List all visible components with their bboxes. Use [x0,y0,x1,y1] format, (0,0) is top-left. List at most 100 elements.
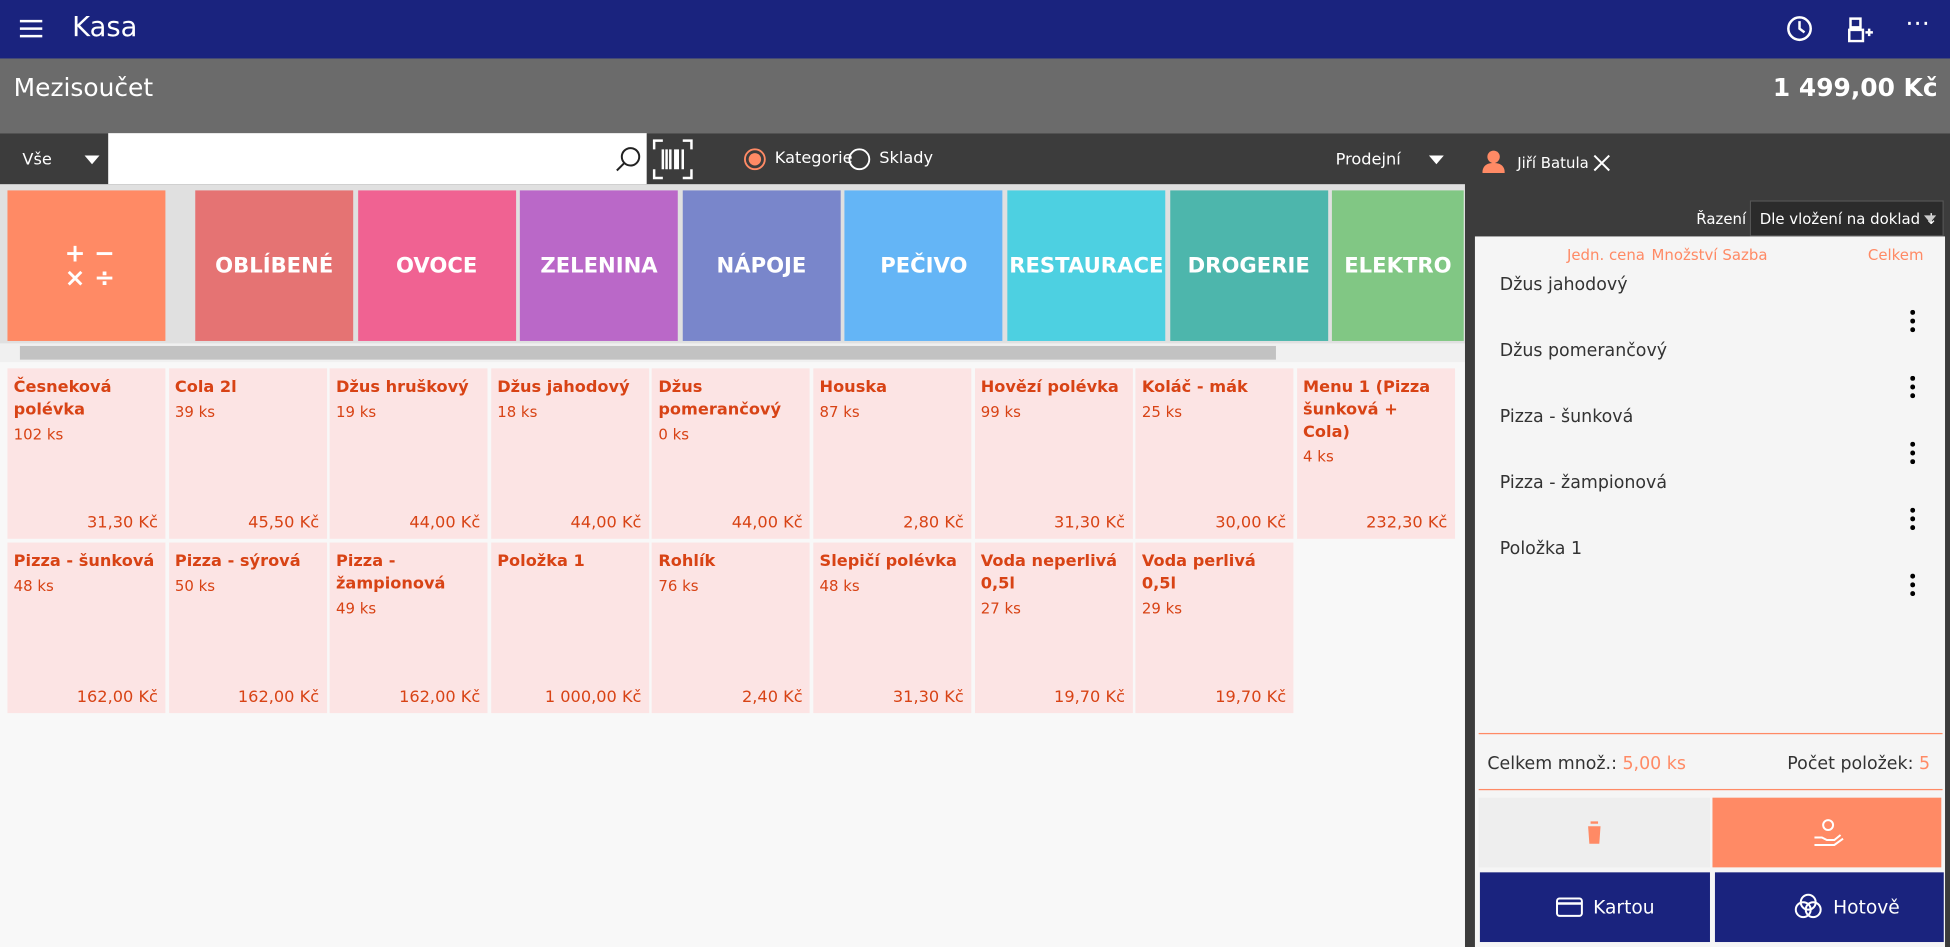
product-stock: 4 ks [1303,447,1334,466]
product-tile[interactable]: Česneková polévka 102 ks 31,30 Kč [7,368,166,539]
category-tile[interactable]: DROGERIE [1169,190,1328,341]
search-input[interactable] [108,133,647,185]
product-price: 44,00 Kč [409,513,481,533]
remove-customer[interactable] [1593,154,1610,172]
product-tile[interactable]: Menu 1 (Pizza šunková + Cola) 4 ks 232,30 … [1296,368,1455,539]
product-price: 162,00 Kč [399,688,481,707]
category-tile[interactable]: PEČIVO [844,190,1003,341]
category-tile[interactable]: RESTAURACE [1007,190,1166,341]
subtotal-bar: Mezisoučet 1 499,00 Kč [0,58,1950,134]
item-menu[interactable] [1910,441,1916,465]
product-tile[interactable]: Položka 1 1 000,00 Kč [490,542,649,714]
product-tile[interactable]: Hovězí polévka 99 ks 31,30 Kč [974,368,1133,539]
category-tile[interactable]: ELEKTRO [1332,190,1464,341]
barcode-button[interactable] [652,138,694,180]
product-stock: 48 ks [13,577,54,595]
radio-selected[interactable] [743,148,766,171]
more-button[interactable]: ⋯ [1905,7,1931,38]
product-stock: 50 ks [174,577,216,595]
product-tile[interactable]: Houska 87 ks 2,80 Kč [813,368,972,539]
card-label: Kartou [1593,895,1655,919]
product-info: Voda perlivá 0,5l 29 ks [1142,551,1289,619]
item-name: Položka 1 [1499,538,1583,559]
product-name: Pizza - žampionová [336,552,446,594]
product-price: 2,40 Kč [741,688,803,707]
cashier-button[interactable] [1846,15,1876,45]
menu-button[interactable] [19,17,44,39]
calculator-tile[interactable]: + − × ÷ [7,190,166,341]
cash-label: Hotově [1833,895,1900,919]
product-stock: 29 ks [1141,599,1183,618]
product-name: Džus pomerančový [658,378,782,420]
product-name: Džus jahodový [497,378,630,397]
category-tile[interactable]: OBLÍBENÉ [195,190,354,341]
product-name: Džus hruškový [336,378,469,397]
item-menu[interactable] [1910,507,1916,531]
product-stock: 49 ks [336,599,377,618]
filter-dropdown[interactable]: Vše [22,150,52,170]
summary-qty-label: Celkem množ.: [1487,754,1617,775]
product-stock: 48 ks [819,577,860,595]
product-tile[interactable]: Pizza - žampionová 49 ks 162,00 Kč [329,542,488,714]
product-price: 1 000,00 Kč [544,688,642,707]
radio[interactable] [848,148,871,171]
card-button[interactable]: Kartou [1479,872,1710,943]
product-stock: 99 ks [980,403,1021,421]
product-tile[interactable]: Džus pomerančový 0 ks 44,00 Kč [652,368,811,539]
category-tile[interactable]: NÁPOJE [682,190,841,341]
product-info: Hovězí polévka 99 ks [981,377,1128,423]
product-info: Slepičí polévka 48 ks [820,551,967,597]
item-menu[interactable] [1910,309,1916,333]
product-stock: 0 ks [658,425,690,444]
product-info: Voda neperlivá 0,5l 27 ks [981,551,1128,619]
item-menu[interactable] [1910,573,1916,597]
product-tile[interactable]: Pizza - šunková 48 ks 162,00 Kč [7,542,166,714]
product-info: Pizza - sýrová 50 ks [175,551,322,597]
product-name: Pizza - sýrová [174,552,301,572]
category-tile[interactable]: ZELENINA [520,190,679,341]
product-tile[interactable]: Voda neperlivá 0,5l 27 ks 19,70 Kč [974,542,1133,714]
price-type-dropdown[interactable]: Prodejní [1335,150,1401,170]
history-button[interactable] [1786,15,1813,42]
product-tile[interactable]: Cola 2l 39 ks 45,50 Kč [168,368,327,539]
product-info: Koláč - mák 25 ks [1142,377,1289,423]
product-tile[interactable]: Koláč - mák 25 ks 30,00 Kč [1135,368,1294,539]
product-price: 30,00 Kč [1215,513,1287,533]
product-tile[interactable]: Rohlík 76 ks 2,40 Kč [652,542,811,714]
product-name: Koláč - mák [1141,378,1248,397]
product-name: Menu 1 (Pizza šunková + Cola) [1303,378,1431,442]
scrollbar[interactable] [0,343,1465,363]
delete-button[interactable] [1478,797,1710,868]
product-name: Cola 2l [174,378,237,397]
sort-dropdown[interactable]: Dle vložení na doklad ↓ [1749,200,1944,237]
product-price: 45,50 Kč [248,513,320,533]
category-label: DROGERIE [1187,253,1310,279]
product-tile[interactable]: Slepičí polévka 48 ks 31,30 Kč [813,542,972,714]
category-label: ELEKTRO [1344,253,1452,279]
column-header: Sazba [1722,246,1768,264]
column-header: Jedn. cena [1566,246,1645,264]
product-stock: 87 ks [819,403,860,421]
divider [1478,732,1943,735]
product-info: Džus hruškový 19 ks [336,377,483,423]
product-tile[interactable]: Džus hruškový 19 ks 44,00 Kč [329,368,488,539]
item-name: Džus pomerančový [1499,340,1668,361]
customer-action-button[interactable] [1712,797,1942,868]
search-icon[interactable] [614,146,641,173]
product-tile[interactable]: Džus jahodový 18 ks 44,00 Kč [490,368,649,539]
item-menu[interactable] [1910,375,1916,399]
product-tile[interactable]: Pizza - sýrová 50 ks 162,00 Kč [168,542,327,714]
product-price: 19,70 Kč [1215,688,1287,707]
product-tile[interactable]: Voda perlivá 0,5l 29 ks 19,70 Kč [1135,542,1294,714]
toolbar: Vše Kategorie Sklady Prodejní [0,133,1950,190]
product-info: Pizza - šunková 48 ks [14,551,161,597]
customer-name: Jiří Batula [1517,154,1589,172]
cash-button[interactable]: Hotově [1714,872,1944,943]
category-tile[interactable]: OVOCE [357,190,516,341]
product-price: 31,30 Kč [1054,513,1125,533]
product-info: Česneková polévka 102 ks [14,377,161,445]
category-label: OVOCE [395,253,478,279]
summary-count: Počet položek: 5 [1787,754,1930,774]
